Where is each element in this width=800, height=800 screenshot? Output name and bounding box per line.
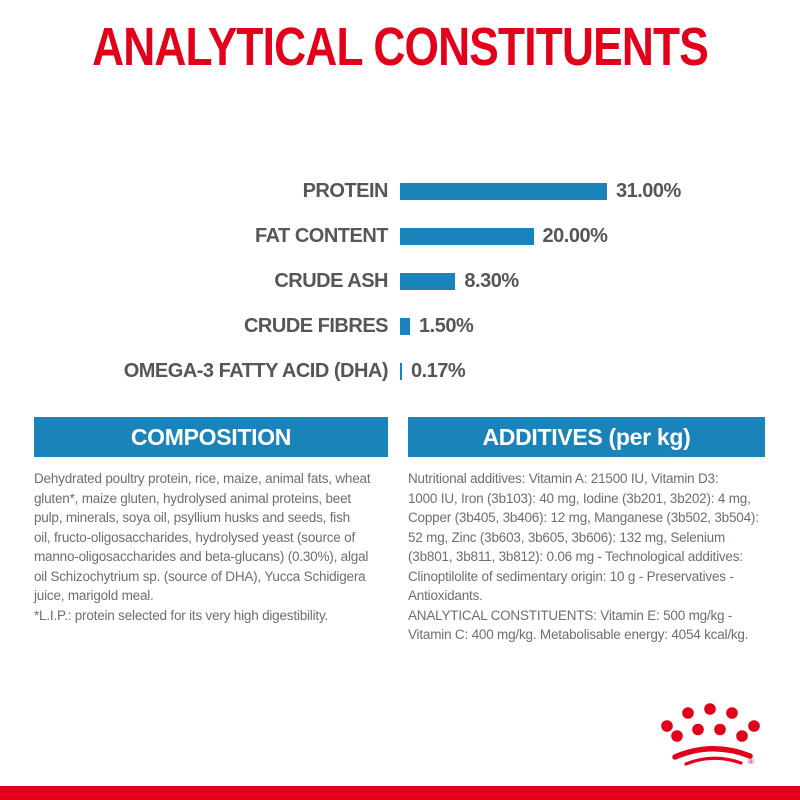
chart-category-label: CRUDE FIBRES (243, 315, 389, 337)
composition-header: COMPOSITION (34, 417, 388, 457)
composition-header-label: COMPOSITION (130, 423, 292, 450)
chart-category-label: CRUDE ASH (274, 270, 388, 292)
chart-row: OMEGA-3 FATTY ACID (DHA) 0.17% (0, 349, 800, 394)
chart-bar (400, 228, 534, 245)
chart-row: PROTEIN 31.00% (0, 169, 800, 214)
info-columns: COMPOSITION Dehydrated poultry protein, … (0, 417, 800, 645)
chart-category-label: OMEGA-3 FATTY ACID (DHA) (123, 360, 389, 382)
page-title: ANALYTICAL CONSTITUENTS (92, 17, 709, 77)
chart-row: FAT CONTENT 20.00% (0, 214, 800, 259)
additives-body: Nutritional additives: Vitamin A: 21500 … (408, 471, 759, 642)
bar-chart: PROTEIN 31.00% FAT CONTENT 20.00% CRUDE ASH 8… (0, 169, 800, 394)
composition-section: COMPOSITION Dehydrated poultry protein, … (34, 417, 388, 645)
chart-category-label: PROTEIN (302, 180, 389, 202)
chart-bar (400, 183, 607, 200)
chart-row: CRUDE FIBRES 1.50% (0, 304, 800, 349)
additives-header-label: ADDITIVES (per kg) (482, 423, 691, 450)
royal-canin-crown-logo: ® (661, 703, 760, 766)
composition-body: Dehydrated poultry protein, rice, maize,… (34, 471, 371, 623)
chart-value-label: 8.30% (464, 270, 519, 292)
chart-category-label: FAT CONTENT (254, 225, 389, 247)
chart-bar (400, 318, 411, 335)
chart-value-label: 20.00% (542, 225, 608, 247)
additives-header: ADDITIVES (per kg) (408, 417, 765, 457)
chart-bar (400, 273, 456, 290)
footer-red-bar (0, 786, 800, 800)
chart-bar (400, 363, 402, 380)
chart-row: CRUDE ASH 8.30% (0, 259, 800, 304)
chart-value-label: 31.00% (616, 180, 681, 202)
registered-trademark-icon: ® (748, 757, 754, 766)
chart-value-label: 0.17% (411, 360, 466, 382)
chart-value-label: 1.50% (419, 315, 474, 337)
additives-section: ADDITIVES (per kg) Nutritional additives… (408, 417, 765, 645)
